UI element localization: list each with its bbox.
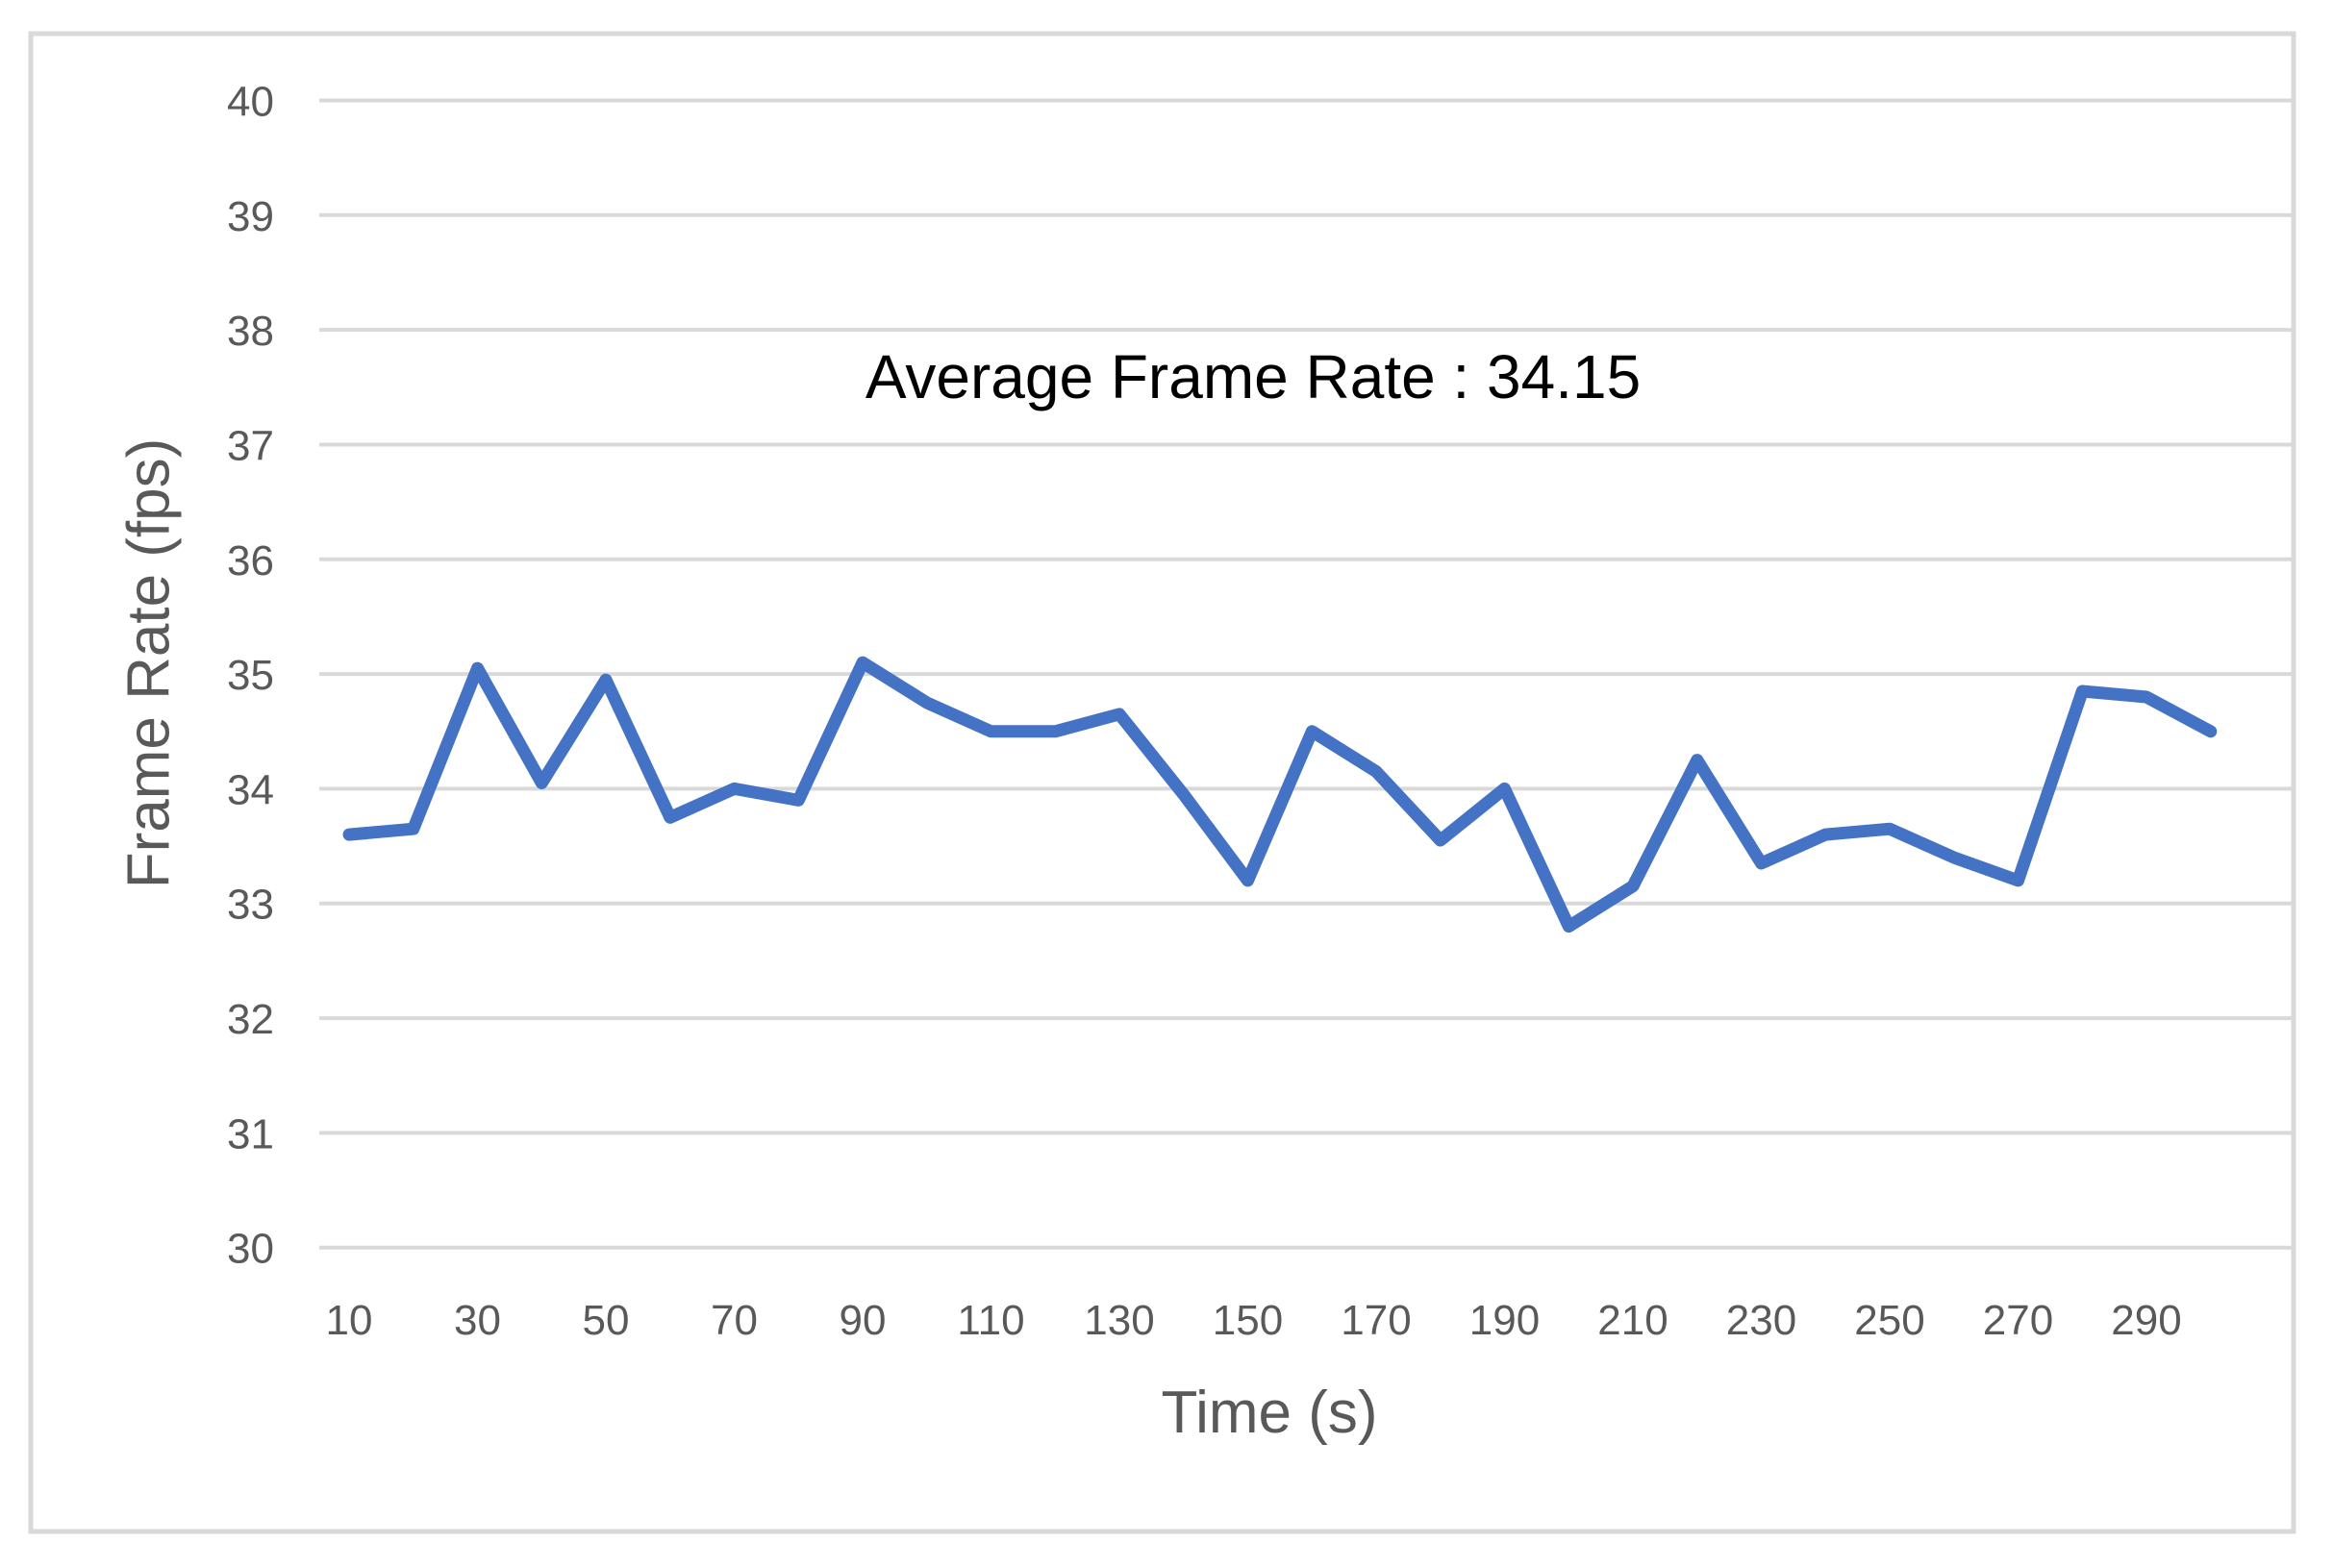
y-tick-label: 35: [227, 652, 274, 699]
y-tick-label: 31: [227, 1110, 274, 1157]
y-tick-label: 32: [227, 996, 274, 1043]
y-tick-label: 30: [227, 1226, 274, 1273]
x-tick-label: 150: [1213, 1297, 1283, 1344]
x-tick-label: 70: [711, 1297, 758, 1344]
y-tick-label: 33: [227, 882, 274, 929]
y-tick-label: 38: [227, 308, 274, 355]
x-axis-title: Time (s): [1162, 1380, 1378, 1446]
y-tick-label: 40: [227, 79, 274, 126]
x-tick-label: 250: [1854, 1297, 1924, 1344]
gridlines: [319, 98, 2295, 1250]
x-tick-label: 130: [1084, 1297, 1154, 1344]
y-tick-label: 37: [227, 423, 274, 470]
x-tick-label: 210: [1597, 1297, 1668, 1344]
x-tick-label: 90: [840, 1297, 887, 1344]
x-tick-label: 190: [1469, 1297, 1540, 1344]
x-axis-tick-labels: 10 30 50 70 90 110 130 150 170 190 210 230 250 270 290: [326, 1297, 2182, 1344]
x-tick-label: 10: [326, 1297, 373, 1344]
chart-border: [28, 31, 2296, 1534]
y-tick-label: 36: [227, 537, 274, 585]
frame-rate-series-line: [342, 656, 2218, 933]
x-tick-label: 170: [1341, 1297, 1411, 1344]
x-tick-label: 270: [1983, 1297, 2053, 1344]
x-tick-label: 50: [583, 1297, 630, 1344]
chart-title: Average Frame Rate : 34.15: [865, 342, 1641, 411]
y-axis-title: Frame Rate (fps): [116, 438, 183, 889]
x-tick-label: 30: [454, 1297, 501, 1344]
x-tick-label: 290: [2111, 1297, 2181, 1344]
y-tick-label: 39: [227, 193, 274, 240]
y-axis-tick-labels: 30 31 32 33 34 35 36 37 38 39 40: [227, 79, 274, 1273]
y-tick-label: 34: [227, 766, 274, 813]
x-tick-label: 110: [957, 1297, 1024, 1344]
x-tick-label: 230: [1726, 1297, 1796, 1344]
